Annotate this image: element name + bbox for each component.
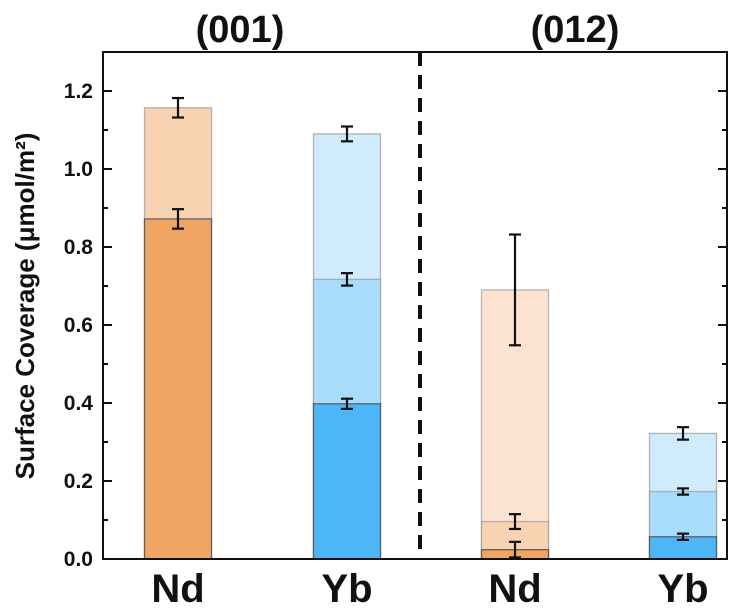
y-tick-label: 1.2 [64,80,93,103]
x-label-yb-012: Yb [657,567,708,610]
x-label-nd-001: Nd [151,567,204,610]
x-label-yb-001: Yb [321,567,372,610]
y-tick-label: 0.2 [64,470,93,493]
bars-layer [143,96,718,560]
error-bar [509,513,521,531]
y-axis-label: Surface Coverage (μmol/m²) [10,133,40,480]
y-tick-label: 0.4 [64,392,94,415]
plot-frame [102,51,728,560]
error-bar [677,532,689,541]
error-bar [341,125,353,143]
error-bar [172,208,184,230]
bar-yb-001-layer-1 [312,403,382,560]
y-tick-labels: 0.0 0.2 0.4 0.6 0.8 1.0 1.2 [64,80,94,571]
group-title-012: (012) [531,9,620,51]
error-bar [677,487,689,496]
error-bar [509,540,521,559]
bar-nd-001-layer-1 [143,218,213,560]
error-bar [341,272,353,287]
error-bar [172,96,184,119]
axes-layer [102,51,728,560]
group-title-001: (001) [196,9,285,51]
y-tick-label: 0.6 [64,314,93,337]
y-tick-label: 1.0 [64,158,93,181]
y-tick-label: 0.0 [64,548,93,571]
error-bar [677,426,689,441]
y-tick-label: 0.8 [64,236,94,259]
x-label-nd-012: Nd [488,567,541,610]
error-bar [341,397,353,410]
error-bar [509,233,521,347]
